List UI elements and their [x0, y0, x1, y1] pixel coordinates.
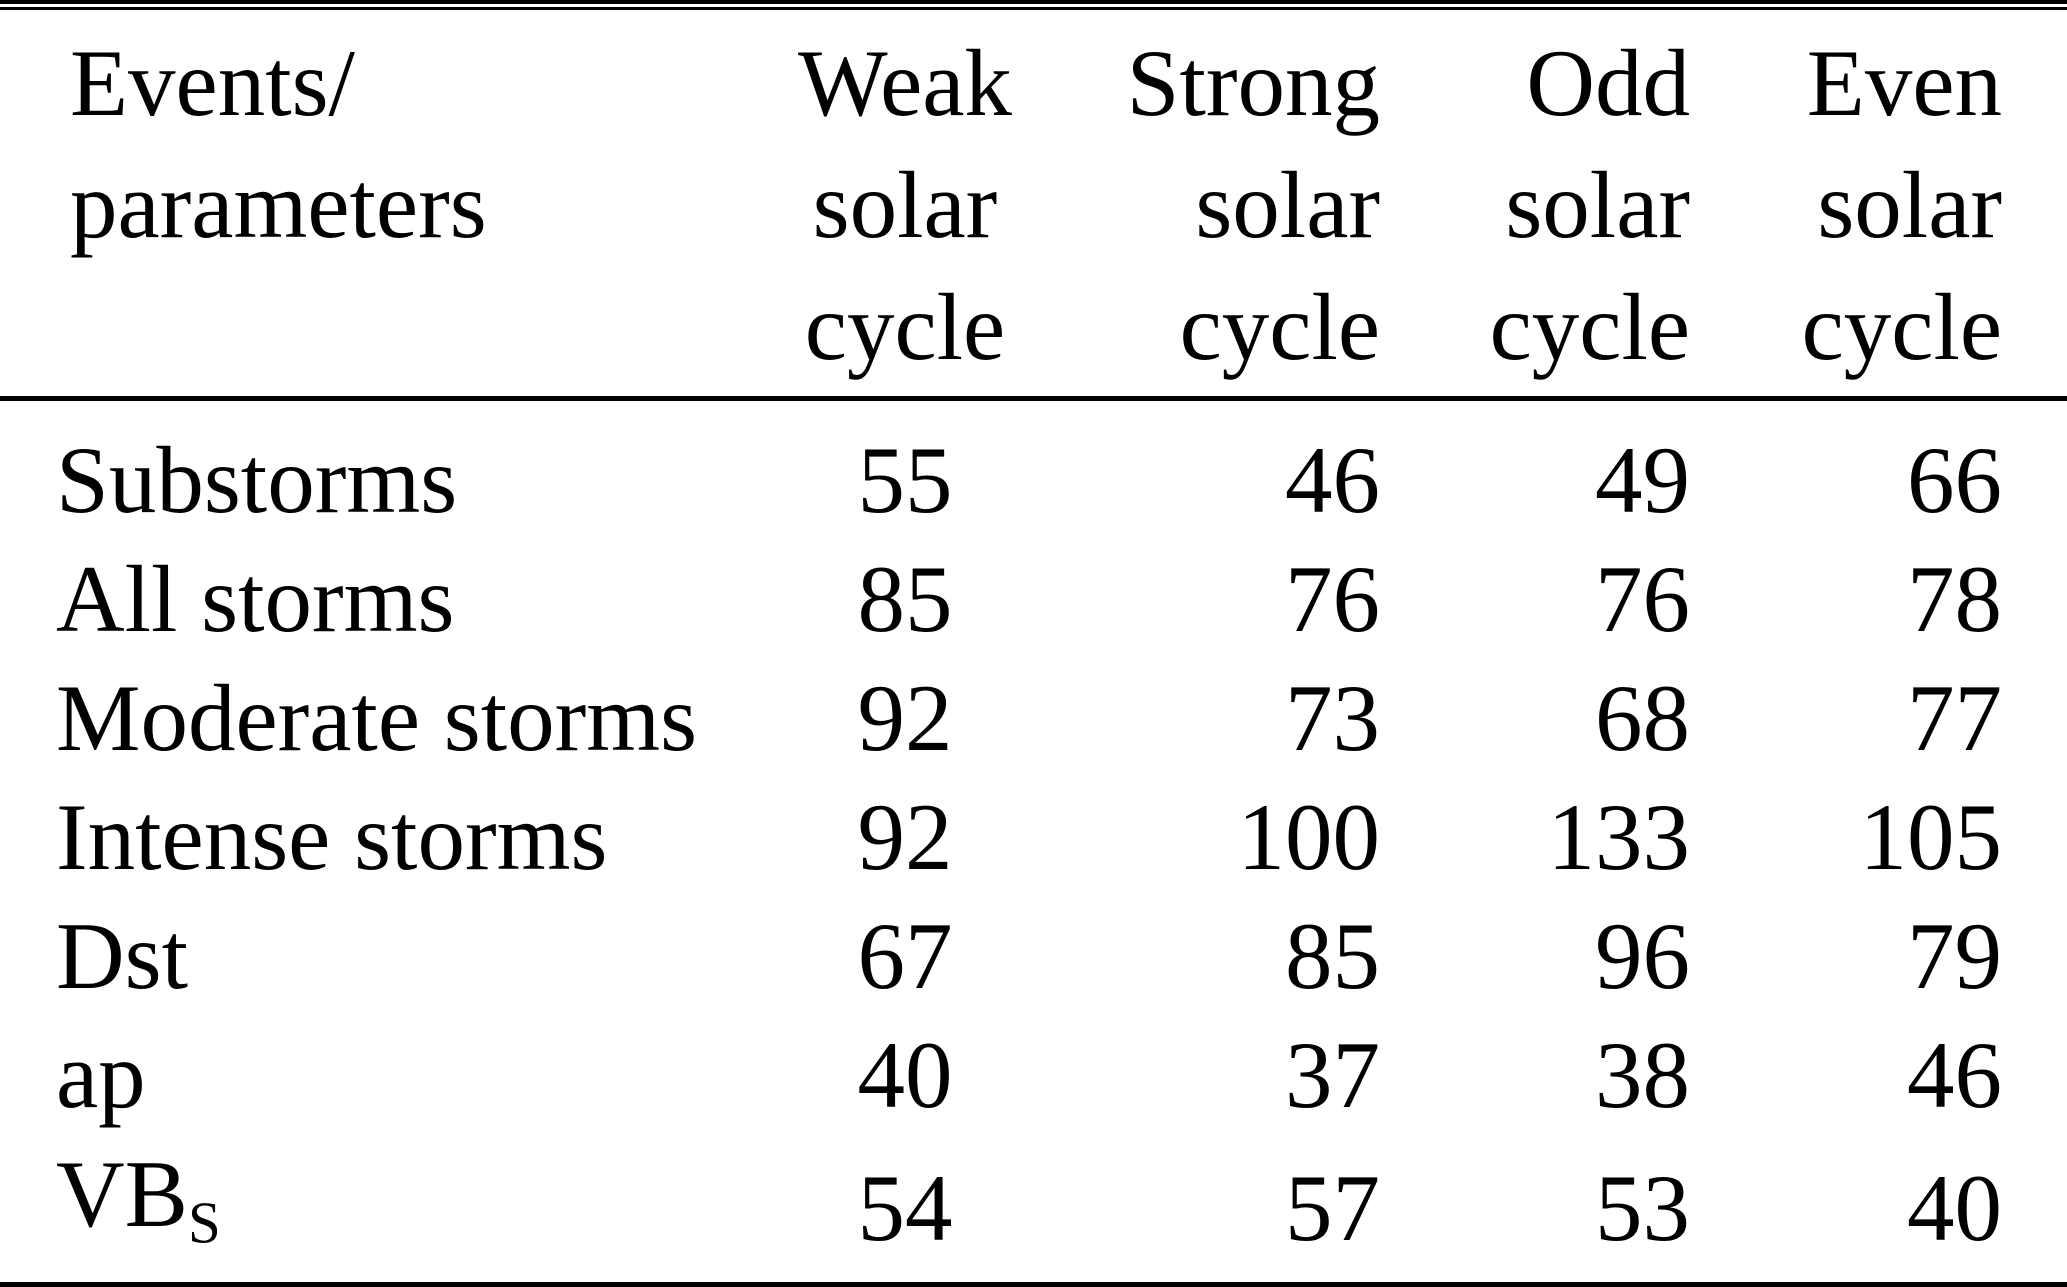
header-line: solar	[1505, 152, 1690, 258]
table-body: Substorms 55 46 49 66 All storms 85 76 7…	[0, 399, 2067, 1285]
value-cell: 85	[857, 546, 953, 652]
header-events-parameters: Events/ parameters	[0, 10, 760, 399]
table-row-dst: Dst 67 85 96 79	[0, 897, 2067, 1016]
header-weak-solar-cycle: Weak solar cycle	[760, 10, 1050, 399]
table-top-rule-thick	[0, 0, 2067, 4]
value-cell: 54	[857, 1155, 953, 1262]
row-label-subscript: S	[187, 1190, 221, 1256]
table-top-rule-gap	[0, 4, 2067, 7]
row-label: VBS	[0, 1135, 760, 1285]
value-cell: 100	[1237, 784, 1381, 890]
value-cell: 96	[1595, 903, 1690, 1009]
solar-cycle-events-table: Events/ parameters Weak solar cycle Stro…	[0, 10, 2067, 1287]
row-label: Moderate storms	[56, 665, 698, 771]
value-cell: 76	[1595, 546, 1690, 652]
header-line: solar	[812, 152, 998, 258]
header-row: Events/ parameters Weak solar cycle Stro…	[0, 10, 2067, 399]
value-cell: 66	[1907, 427, 2002, 533]
value-cell: 105	[1859, 784, 2003, 890]
table-row-vbs: VBS 54 57 53 40	[0, 1135, 2067, 1285]
table-row-intense-storms: Intense storms 92 100 133 105	[0, 778, 2067, 897]
header-even-solar-cycle: Even solar cycle	[1695, 10, 2067, 399]
value-cell: 40	[1907, 1155, 2002, 1262]
header-line: solar	[1195, 152, 1380, 258]
header-line: Events/	[70, 30, 355, 136]
header-line: cycle	[804, 274, 1006, 380]
row-label: Dst	[56, 903, 188, 1009]
row-label-base: VB	[56, 1141, 188, 1247]
header-line: Strong	[1126, 30, 1380, 136]
value-cell: 73	[1285, 665, 1380, 771]
table-header: Events/ parameters Weak solar cycle Stro…	[0, 10, 2067, 399]
value-cell: 76	[1285, 546, 1380, 652]
value-cell: 79	[1907, 903, 2002, 1009]
value-cell: 57	[1285, 1155, 1380, 1262]
header-line: cycle	[1489, 274, 1690, 380]
row-label: Intense storms	[56, 784, 608, 890]
value-cell: 53	[1595, 1155, 1690, 1262]
header-line: Weak	[798, 30, 1012, 136]
value-cell: 67	[857, 903, 953, 1009]
value-cell: 78	[1907, 546, 2002, 652]
header-odd-solar-cycle: Odd solar cycle	[1385, 10, 1695, 399]
header-line: parameters	[70, 152, 487, 258]
table-row-all-storms: All storms 85 76 76 78	[0, 540, 2067, 659]
header-line: solar	[1817, 152, 2002, 258]
table-row-substorms: Substorms 55 46 49 66	[0, 399, 2067, 541]
value-cell: 68	[1595, 665, 1690, 771]
row-label: All storms	[56, 546, 455, 652]
value-cell: 92	[857, 665, 953, 771]
table-row-ap: ap 40 37 38 46	[0, 1016, 2067, 1135]
header-strong-solar-cycle: Strong solar cycle	[1050, 10, 1385, 399]
value-cell: 49	[1595, 427, 1690, 533]
header-line: Even	[1806, 30, 2002, 136]
row-label: ap	[56, 1022, 146, 1128]
header-line: Odd	[1526, 30, 1690, 136]
value-cell: 133	[1547, 784, 1691, 890]
header-line: cycle	[1801, 274, 2002, 380]
value-cell: 92	[857, 784, 953, 890]
value-cell: 38	[1595, 1022, 1690, 1128]
table-top-rule-thin	[0, 7, 2067, 10]
value-cell: 85	[1285, 903, 1380, 1009]
value-cell: 37	[1285, 1022, 1380, 1128]
table-row-moderate-storms: Moderate storms 92 73 68 77	[0, 659, 2067, 778]
row-label: Substorms	[56, 427, 458, 533]
value-cell: 46	[1907, 1022, 2002, 1128]
value-cell: 46	[1285, 427, 1380, 533]
value-cell: 40	[857, 1022, 953, 1128]
value-cell: 55	[857, 427, 953, 533]
value-cell: 77	[1907, 665, 2002, 771]
header-line: cycle	[1179, 274, 1380, 380]
